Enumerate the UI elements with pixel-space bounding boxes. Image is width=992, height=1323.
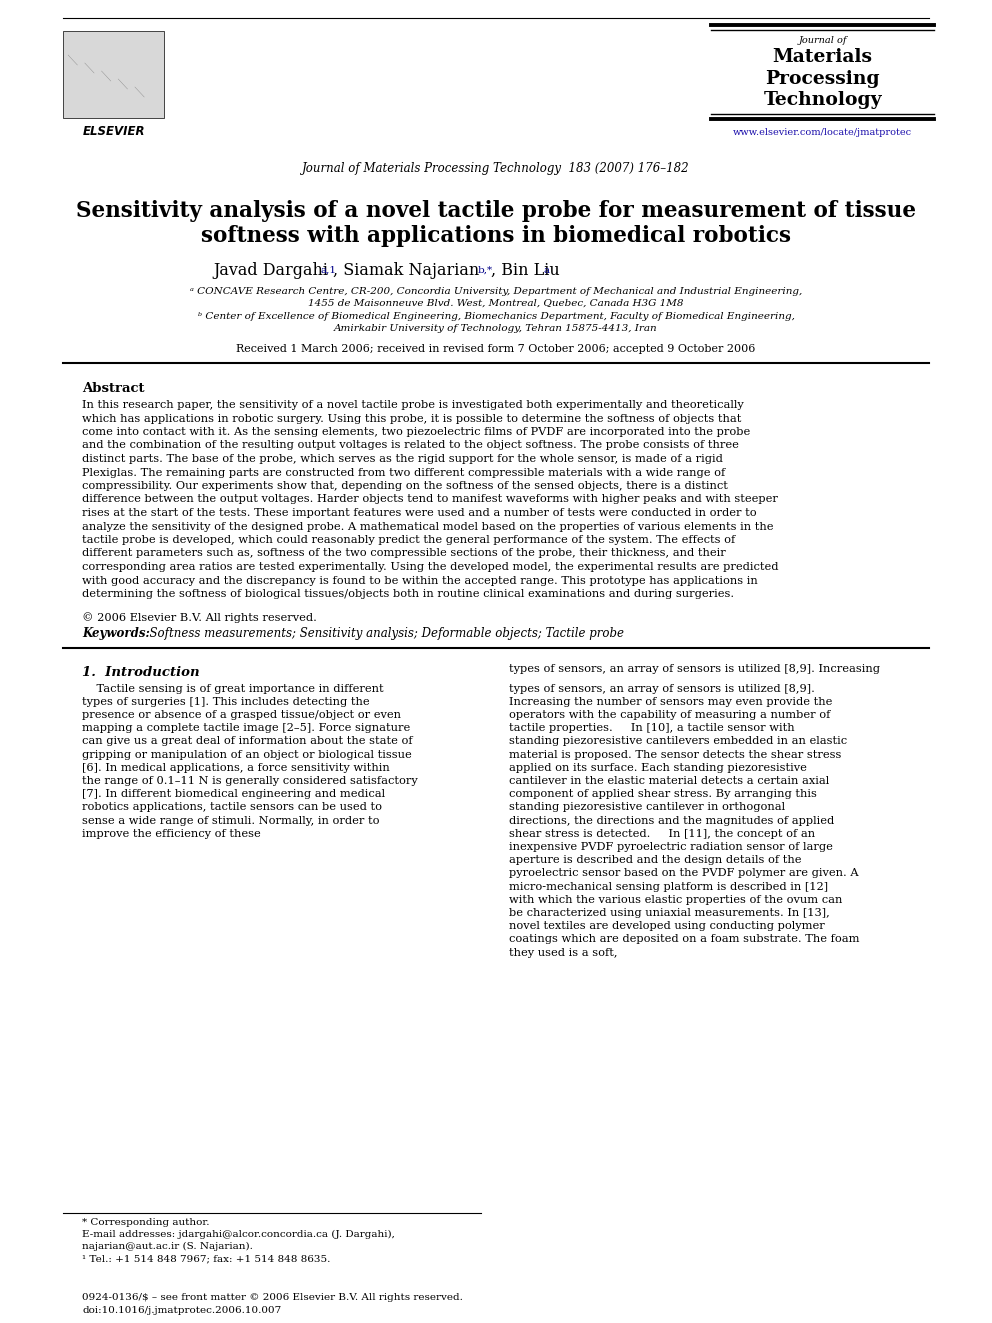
Text: they used is a soft,: they used is a soft, (509, 947, 617, 958)
Text: and the combination of the resulting output voltages is related to the object so: and the combination of the resulting out… (82, 441, 739, 451)
Text: difference between the output voltages. Harder objects tend to manifest waveform: difference between the output voltages. … (82, 495, 778, 504)
Text: shear stress is detected.     In [11], the concept of an: shear stress is detected. In [11], the c… (509, 828, 815, 839)
Text: types of sensors, an array of sensors is utilized [8,9].: types of sensors, an array of sensors is… (509, 684, 814, 693)
Text: ¹ Tel.: +1 514 848 7967; fax: +1 514 848 8635.: ¹ Tel.: +1 514 848 7967; fax: +1 514 848… (82, 1254, 330, 1263)
Bar (63, 30, 164, 118)
Text: rises at the start of the tests. These important features were used and a number: rises at the start of the tests. These i… (82, 508, 757, 519)
Text: operators with the capability of measuring a number of: operators with the capability of measuri… (509, 710, 830, 720)
Text: , Bin Liu: , Bin Liu (491, 262, 560, 279)
Text: novel textiles are developed using conducting polymer: novel textiles are developed using condu… (509, 921, 824, 931)
Text: E-mail addresses: jdargahi@alcor.concordia.ca (J. Dargahi),: E-mail addresses: jdargahi@alcor.concord… (82, 1230, 395, 1240)
Text: standing piezoresistive cantilevers embedded in an elastic: standing piezoresistive cantilevers embe… (509, 737, 847, 746)
Text: Increasing the number of sensors may even provide the: Increasing the number of sensors may eve… (509, 697, 832, 706)
Text: analyze the sensitivity of the designed probe. A mathematical model based on the: analyze the sensitivity of the designed … (82, 521, 774, 532)
Text: najarian@aut.ac.ir (S. Najarian).: najarian@aut.ac.ir (S. Najarian). (82, 1242, 253, 1252)
Text: Journal of Materials Processing Technology  183 (2007) 176–182: Journal of Materials Processing Technolo… (303, 161, 689, 175)
Text: Keywords:: Keywords: (82, 627, 150, 640)
Text: Javad Dargahi: Javad Dargahi (214, 262, 328, 279)
Text: softness with applications in biomedical robotics: softness with applications in biomedical… (201, 225, 791, 247)
Text: doi:10.1016/j.jmatprotec.2006.10.007: doi:10.1016/j.jmatprotec.2006.10.007 (82, 1306, 282, 1315)
Text: applied on its surface. Each standing piezoresistive: applied on its surface. Each standing pi… (509, 762, 806, 773)
Text: cantilever in the elastic material detects a certain axial: cantilever in the elastic material detec… (509, 775, 829, 786)
Text: ᵇ Center of Excellence of Biomedical Engineering, Biomechanics Department, Facul: ᵇ Center of Excellence of Biomedical Eng… (197, 312, 795, 321)
Text: , Siamak Najarian: , Siamak Najarian (332, 262, 479, 279)
Text: robotics applications, tactile sensors can be used to: robotics applications, tactile sensors c… (82, 802, 382, 812)
Text: 1.  Introduction: 1. Introduction (82, 665, 199, 679)
Text: presence or absence of a grasped tissue/object or even: presence or absence of a grasped tissue/… (82, 710, 401, 720)
Text: ᵃ CONCAVE Research Centre, CR-200, Concordia University, Department of Mechanica: ᵃ CONCAVE Research Centre, CR-200, Conco… (189, 287, 803, 296)
Text: Amirkabir University of Technology, Tehran 15875-4413, Iran: Amirkabir University of Technology, Tehr… (334, 324, 658, 333)
Text: coatings which are deposited on a foam substrate. The foam: coatings which are deposited on a foam s… (509, 934, 859, 945)
Text: tactile probe is developed, which could reasonably predict the general performan: tactile probe is developed, which could … (82, 534, 735, 545)
Text: can give us a great deal of information about the state of: can give us a great deal of information … (82, 737, 413, 746)
Text: © 2006 Elsevier B.V. All rights reserved.: © 2006 Elsevier B.V. All rights reserved… (82, 613, 316, 623)
Text: which has applications in robotic surgery. Using this probe, it is possible to d: which has applications in robotic surger… (82, 414, 741, 423)
Text: types of surgeries [1]. This includes detecting the: types of surgeries [1]. This includes de… (82, 697, 370, 706)
Text: Materials: Materials (773, 48, 873, 66)
Text: * Corresponding author.: * Corresponding author. (82, 1218, 209, 1226)
Text: In this research paper, the sensitivity of a novel tactile probe is investigated: In this research paper, the sensitivity … (82, 400, 744, 410)
Text: gripping or manipulation of an object or biological tissue: gripping or manipulation of an object or… (82, 750, 412, 759)
Text: 1455 de Maisonneuve Blvd. West, Montreal, Quebec, Canada H3G 1M8: 1455 de Maisonneuve Blvd. West, Montreal… (309, 299, 683, 308)
Text: the range of 0.1–11 N is generally considered satisfactory: the range of 0.1–11 N is generally consi… (82, 775, 418, 786)
Text: Technology: Technology (764, 91, 882, 108)
Text: a: a (544, 266, 550, 275)
Text: Journal of: Journal of (799, 36, 847, 45)
Text: Abstract: Abstract (82, 382, 145, 396)
Text: tactile properties.     In [10], a tactile sensor with: tactile properties. In [10], a tactile s… (509, 724, 795, 733)
Text: with good accuracy and the discrepancy is found to be within the accepted range.: with good accuracy and the discrepancy i… (82, 576, 758, 586)
Text: Processing: Processing (766, 70, 880, 89)
Text: be characterized using uniaxial measurements. In [13],: be characterized using uniaxial measurem… (509, 908, 829, 918)
Text: mapping a complete tactile image [2–5]. Force signature: mapping a complete tactile image [2–5]. … (82, 724, 411, 733)
Text: Tactile sensing is of great importance in different: Tactile sensing is of great importance i… (82, 684, 384, 693)
Text: [6]. In medical applications, a force sensitivity within: [6]. In medical applications, a force se… (82, 762, 390, 773)
Text: [7]. In different biomedical engineering and medical: [7]. In different biomedical engineering… (82, 789, 385, 799)
Text: 0924-0136/$ – see front matter © 2006 Elsevier B.V. All rights reserved.: 0924-0136/$ – see front matter © 2006 El… (82, 1293, 463, 1302)
Text: compressibility. Our experiments show that, depending on the softness of the sen: compressibility. Our experiments show th… (82, 482, 728, 491)
Text: material is proposed. The sensor detects the shear stress: material is proposed. The sensor detects… (509, 750, 841, 759)
Text: distinct parts. The base of the probe, which serves as the rigid support for the: distinct parts. The base of the probe, w… (82, 454, 723, 464)
Text: with which the various elastic properties of the ovum can: with which the various elastic propertie… (509, 894, 842, 905)
Text: b,*: b,* (477, 266, 493, 275)
Text: www.elsevier.com/locate/jmatprotec: www.elsevier.com/locate/jmatprotec (733, 128, 913, 138)
Text: aperture is described and the design details of the: aperture is described and the design det… (509, 855, 802, 865)
Text: directions, the directions and the magnitudes of applied: directions, the directions and the magni… (509, 815, 834, 826)
Text: improve the efficiency of these: improve the efficiency of these (82, 828, 261, 839)
Text: ELSEVIER: ELSEVIER (82, 124, 145, 138)
Text: pyroelectric sensor based on the PVDF polymer are given. A: pyroelectric sensor based on the PVDF po… (509, 868, 859, 878)
Text: Received 1 March 2006; received in revised form 7 October 2006; accepted 9 Octob: Received 1 March 2006; received in revis… (236, 344, 756, 355)
Text: Sensitivity analysis of a novel tactile probe for measurement of tissue: Sensitivity analysis of a novel tactile … (76, 200, 916, 222)
Text: Softness measurements; Sensitivity analysis; Deformable objects; Tactile probe: Softness measurements; Sensitivity analy… (142, 627, 624, 640)
Text: Plexiglas. The remaining parts are constructed from two different compressible m: Plexiglas. The remaining parts are const… (82, 467, 725, 478)
Text: types of sensors, an array of sensors is utilized [8,9]. Increasing: types of sensors, an array of sensors is… (509, 664, 880, 673)
Text: different parameters such as, softness of the two compressible sections of the p: different parameters such as, softness o… (82, 549, 726, 558)
Text: standing piezoresistive cantilever in orthogonal: standing piezoresistive cantilever in or… (509, 802, 785, 812)
Text: determining the softness of biological tissues/objects both in routine clinical : determining the softness of biological t… (82, 589, 734, 599)
Text: come into contact with it. As the sensing elements, two piezoelectric films of P: come into contact with it. As the sensin… (82, 427, 750, 437)
Text: component of applied shear stress. By arranging this: component of applied shear stress. By ar… (509, 789, 816, 799)
Text: a,1: a,1 (320, 266, 336, 275)
Text: corresponding area ratios are tested experimentally. Using the developed model, : corresponding area ratios are tested exp… (82, 562, 779, 572)
Text: inexpensive PVDF pyroelectric radiation sensor of large: inexpensive PVDF pyroelectric radiation … (509, 841, 833, 852)
Text: micro-mechanical sensing platform is described in [12]: micro-mechanical sensing platform is des… (509, 881, 828, 892)
Text: sense a wide range of stimuli. Normally, in order to: sense a wide range of stimuli. Normally,… (82, 815, 380, 826)
